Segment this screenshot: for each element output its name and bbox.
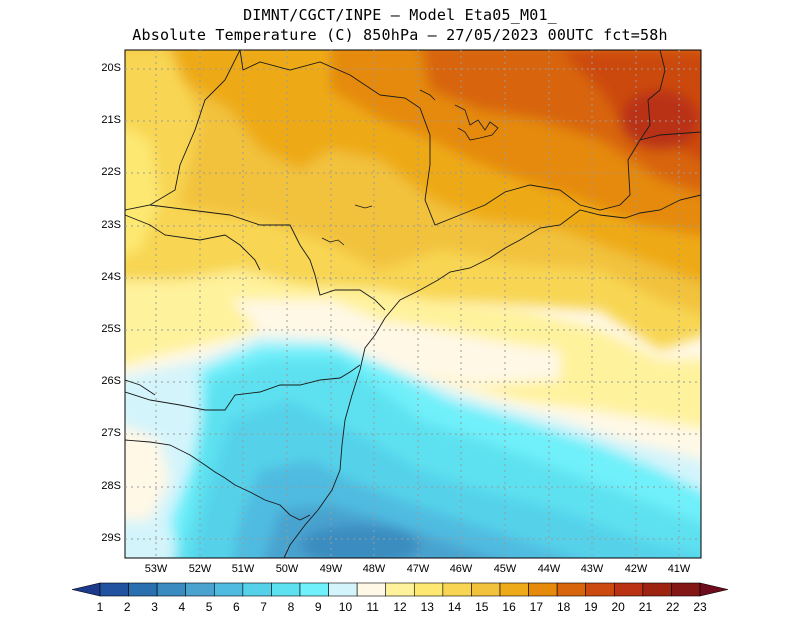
lon-label: 46W xyxy=(449,563,473,575)
colorbar-arrow-low xyxy=(71,582,101,597)
colorbar-swatch xyxy=(556,582,587,597)
lon-label: 48W xyxy=(362,563,386,575)
coastline xyxy=(283,194,701,558)
lon-label: 41W xyxy=(667,563,691,575)
colorbar-label: 8 xyxy=(287,600,295,614)
colorbar-label: 5 xyxy=(205,600,213,614)
colorbar-label: 14 xyxy=(447,600,462,614)
colorbar-label: 4 xyxy=(178,600,186,614)
colorbar-label: 11 xyxy=(366,600,379,614)
lon-label: 51W xyxy=(231,563,255,575)
map-title-line-2: Absolute Temperature (C) 850hPa – 27/05/… xyxy=(132,26,668,44)
colorbar-label: 22 xyxy=(666,600,680,614)
plot-frame xyxy=(124,49,702,559)
colorbar-label: 7 xyxy=(260,600,267,614)
colorbar-label: 15 xyxy=(475,600,489,614)
colorbar-swatch xyxy=(585,582,615,597)
colorbar-swatch xyxy=(185,582,215,597)
lat-label: 26S xyxy=(101,375,121,387)
lat-label: 21S xyxy=(101,114,121,126)
lat-label: 22S xyxy=(101,166,121,178)
colorbar-swatch xyxy=(128,582,158,597)
colorbar-label: 1 xyxy=(96,600,104,614)
colorbar-swatch xyxy=(642,582,672,597)
reservoirs xyxy=(321,89,499,246)
colorbar-swatch xyxy=(156,582,187,597)
lon-label: 42W xyxy=(624,563,648,575)
lat-label: 29S xyxy=(101,532,121,544)
colorbar-swatch xyxy=(242,582,272,597)
lon-label: 53W xyxy=(144,563,168,575)
lon-label: 47W xyxy=(406,563,430,575)
lat-label: 25S xyxy=(101,323,121,335)
lat-label: 27S xyxy=(101,427,121,439)
colorbar-label: 10 xyxy=(338,600,353,614)
lon-label: 45W xyxy=(493,563,517,575)
colorbar-label: 19 xyxy=(584,600,598,614)
lon-label: 43W xyxy=(580,563,604,575)
colorbar-swatch xyxy=(471,582,501,597)
colorbar-label: 13 xyxy=(420,600,434,614)
colorbar xyxy=(71,582,729,597)
colorbar-swatch xyxy=(299,582,329,597)
colorbar-swatch xyxy=(499,582,529,597)
colorbar-label: 2 xyxy=(123,600,131,614)
colorbar-swatch xyxy=(442,582,472,597)
colorbar-label: 23 xyxy=(693,600,707,614)
lat-label: 20S xyxy=(101,62,121,74)
colorbar-swatch xyxy=(213,582,244,597)
colorbar-swatch xyxy=(328,582,358,597)
colorbar-label: 21 xyxy=(638,600,653,614)
colorbar-swatch xyxy=(271,582,301,597)
map-title-line-1: DIMNT/CGCT/INPE – Model Eta05_M01_ xyxy=(243,6,557,24)
colorbar-label: 20 xyxy=(611,600,625,614)
lat-label: 24S xyxy=(101,271,121,283)
colorbar-label: 12 xyxy=(393,600,407,614)
colorbar-swatch xyxy=(528,582,558,597)
lon-label: 44W xyxy=(537,563,561,575)
colorbar-label: 17 xyxy=(529,600,544,614)
colorbar-swatch xyxy=(413,582,444,597)
colorbar-label: 18 xyxy=(556,600,571,614)
graticule xyxy=(125,50,701,558)
colorbar-label: 3 xyxy=(151,600,158,614)
lon-label: 52W xyxy=(188,563,212,575)
lat-label: 28S xyxy=(101,480,121,492)
colorbar-swatch xyxy=(356,582,387,597)
colorbar-swatch xyxy=(613,582,644,597)
colorbar-swatch xyxy=(385,582,415,597)
colorbar-label: 9 xyxy=(314,600,322,614)
lat-label: 23S xyxy=(101,219,121,231)
borders xyxy=(125,50,701,558)
temperature-field xyxy=(125,50,701,558)
colorbar-label: 6 xyxy=(233,600,240,614)
colorbar-swatch xyxy=(671,582,701,597)
lon-label: 49W xyxy=(319,563,343,575)
colorbar-label: 16 xyxy=(502,600,516,614)
colorbar-swatch xyxy=(99,582,129,597)
lon-label: 50W xyxy=(275,563,299,575)
colorbar-arrow-high xyxy=(699,582,729,597)
